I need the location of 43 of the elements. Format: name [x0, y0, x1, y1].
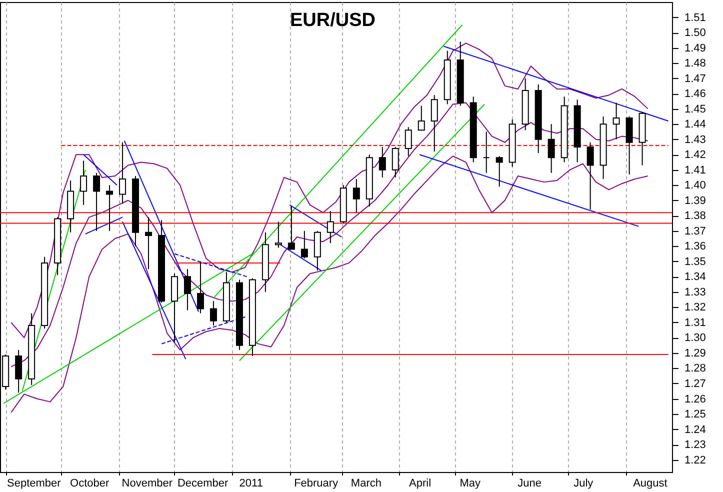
- y-tick-label: 1.26: [684, 393, 706, 406]
- y-tick-label: 1.40: [684, 180, 706, 192]
- chart-title: EUR/USD: [290, 10, 376, 31]
- y-tick-label: 1.36: [684, 240, 706, 253]
- x-tick-label: March: [350, 478, 382, 490]
- y-tick-label: 1.37: [684, 225, 706, 238]
- y-tick-label: 1.39: [684, 194, 706, 207]
- y-tick-label: 1.35: [684, 256, 706, 268]
- y-tick-label: 1.45: [684, 103, 706, 116]
- y-tick-label: 1.33: [684, 286, 706, 298]
- x-tick-label: February: [294, 478, 339, 490]
- x-tick-label: September: [7, 478, 62, 490]
- y-tick-label: 1.30: [684, 332, 706, 344]
- y-tick-label: 1.27: [684, 378, 706, 390]
- y-tick-label: 1.23: [684, 439, 706, 452]
- x-tick-label: April: [409, 478, 432, 490]
- y-tick-label: 1.49: [684, 42, 706, 54]
- x-tick-label: July: [574, 478, 594, 490]
- y-tick-label: 1.43: [684, 134, 706, 146]
- x-tick-label: August: [633, 478, 668, 490]
- y-tick-label: 1.42: [684, 149, 706, 162]
- y-tick-label: 1.28: [684, 362, 706, 375]
- y-tick-label: 1.31: [684, 316, 706, 329]
- x-tick-label: October: [70, 478, 110, 490]
- y-tick-label: 1.29: [684, 347, 706, 360]
- y-tick-label: 1.38: [684, 210, 706, 222]
- y-tick-label: 1.46: [684, 88, 706, 100]
- y-tick-label: 1.51: [684, 12, 706, 24]
- y-tick-label: 1.48: [684, 58, 706, 70]
- y-tick-label: 1.34: [684, 271, 706, 284]
- y-tick-label: 1.24: [684, 424, 706, 436]
- x-tick-label: 2011: [239, 478, 263, 490]
- y-tick-label: 1.44: [684, 118, 706, 131]
- y-tick-label: 1.41: [684, 164, 706, 176]
- y-tick-label: 1.25: [684, 408, 706, 421]
- x-tick-label: December: [177, 478, 229, 490]
- y-tick-label: 1.47: [684, 72, 706, 85]
- x-tick-label: May: [460, 478, 482, 490]
- y-tick-label: 1.50: [684, 27, 706, 40]
- y-tick-label: 1.22: [684, 454, 706, 466]
- y-tick-label: 1.32: [684, 302, 706, 314]
- x-tick-label: November: [122, 478, 173, 490]
- x-tick-label: June: [518, 478, 542, 490]
